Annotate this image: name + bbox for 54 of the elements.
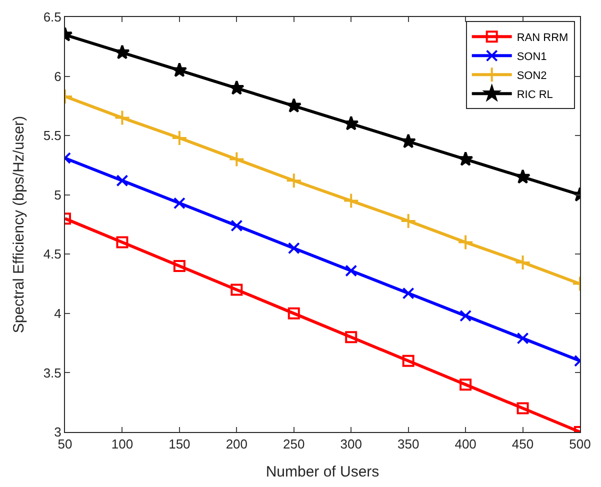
point xyxy=(229,80,244,95)
point xyxy=(228,151,245,168)
point xyxy=(402,354,414,367)
point xyxy=(345,264,358,277)
point xyxy=(402,287,414,300)
x-tick-label: 150 xyxy=(168,436,190,452)
point xyxy=(400,134,416,148)
x-tick-label: 400 xyxy=(454,436,476,452)
x-axis-title: Number of Users xyxy=(266,464,380,481)
point xyxy=(173,260,186,272)
y-tick-label: 3.5 xyxy=(43,365,62,380)
point xyxy=(114,110,130,126)
point xyxy=(343,192,360,209)
x-tick-label: 100 xyxy=(111,436,134,452)
point xyxy=(514,254,531,270)
point xyxy=(400,212,416,229)
legend-label: RAN RRM xyxy=(516,32,568,44)
y-tick-label: 4 xyxy=(54,306,62,321)
point xyxy=(458,151,474,166)
point xyxy=(516,402,529,414)
legend-label: SON2 xyxy=(516,70,547,82)
point xyxy=(460,310,472,322)
point xyxy=(286,172,302,189)
y-tick-label: 5.5 xyxy=(43,128,62,144)
y-tick-label: 4.5 xyxy=(43,246,62,262)
point xyxy=(343,116,359,130)
legend-label: RIC RL xyxy=(516,88,553,101)
point xyxy=(516,332,529,344)
y-tick-label: 5 xyxy=(54,187,62,202)
y-tick-label: 6.5 xyxy=(43,10,62,25)
point xyxy=(288,307,300,320)
point xyxy=(288,242,300,254)
point xyxy=(460,378,472,391)
x-tick-label: 250 xyxy=(283,436,305,452)
x-tick-label: 300 xyxy=(340,436,362,452)
point xyxy=(173,197,186,210)
y-axis-title: Spectral Efficiency (bps/Hz/user) xyxy=(10,116,28,334)
x-tick-label: 500 xyxy=(569,436,591,452)
point xyxy=(116,174,128,187)
point xyxy=(172,62,188,78)
point xyxy=(458,234,474,250)
point xyxy=(230,220,243,232)
point xyxy=(171,130,188,146)
point xyxy=(230,284,243,296)
y-tick-label: 6 xyxy=(54,68,62,84)
point xyxy=(116,236,128,248)
point xyxy=(345,331,358,344)
x-tick-label: 350 xyxy=(397,436,420,452)
point xyxy=(515,169,530,184)
point xyxy=(286,98,302,113)
legend-label: SON1 xyxy=(516,50,547,63)
x-tick-label: 200 xyxy=(226,436,248,452)
point xyxy=(114,44,130,60)
x-tick-label: 450 xyxy=(512,436,534,452)
